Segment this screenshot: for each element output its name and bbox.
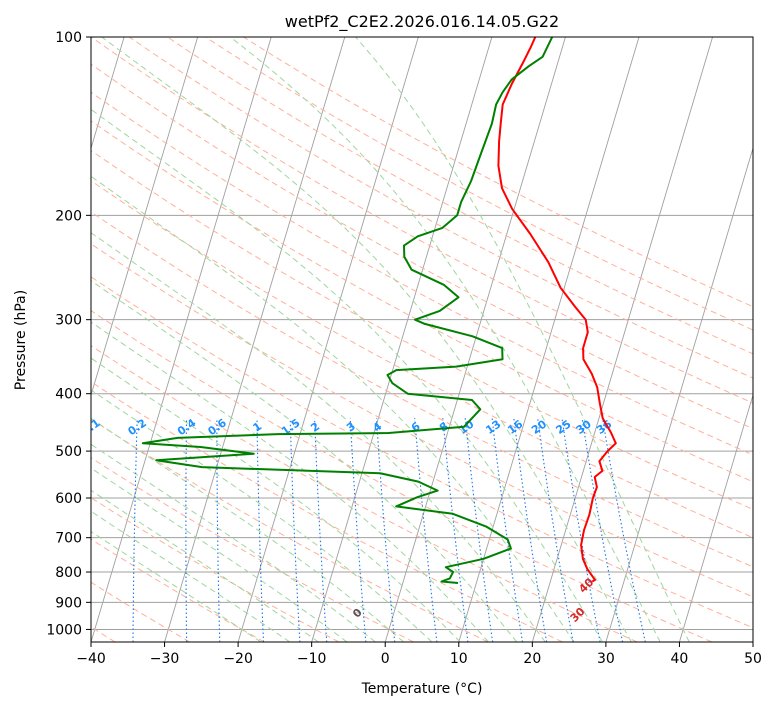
isotherm-line [679, 393, 753, 642]
moist-adiabat-line [91, 232, 546, 642]
moist-adiabat-line [230, 37, 661, 642]
y-axis-label: Pressure (hPa) [13, 290, 29, 390]
dry-adiabat-line [91, 211, 753, 568]
isotherm-line [91, 37, 125, 150]
y-tick-label: 200 [55, 208, 82, 224]
mixing-ratio-line [464, 418, 494, 642]
mixing-ratio-line [349, 418, 367, 642]
dry-adiabat-line [91, 63, 753, 430]
dry-adiabat-line [91, 457, 414, 642]
isotherm-line [531, 37, 713, 642]
x-tick-label: 0 [381, 651, 390, 667]
dewpoint-line [141, 37, 554, 584]
dry-adiabat-line [91, 381, 563, 642]
y-tick-label: 1000 [46, 622, 82, 638]
x-tick-label: −30 [150, 651, 180, 667]
dry-adiabat-lines [91, 37, 753, 642]
y-tick-label: 100 [55, 30, 82, 46]
mixing-ratio-line [537, 418, 574, 642]
moist-adiabat-line [91, 321, 489, 642]
mixing-ratio-lines [91, 418, 646, 642]
isotherm-line [237, 37, 419, 642]
x-tick-label: 10 [450, 651, 468, 667]
plot-frame [90, 36, 754, 643]
isotherm-line [458, 37, 640, 642]
dry-adiabat-line [91, 276, 753, 629]
moist-adiabat-line [91, 417, 404, 642]
dry-adiabat-line [91, 497, 340, 642]
isotherm-line [311, 37, 493, 642]
x-tick-label: 50 [744, 651, 762, 667]
mixing-ratio-line [256, 418, 265, 642]
y-axis-ticks: 100 200 300 400 500 600 700 800 900 1000 [46, 30, 91, 638]
x-tick-label: −10 [297, 651, 327, 667]
x-tick-label: 40 [671, 651, 689, 667]
moist-adiabat-line [91, 489, 319, 642]
mixing-ratio-line [289, 418, 301, 642]
moist-adiabat-line [91, 175, 575, 642]
isotherm-line [91, 37, 272, 642]
sounding-series [141, 37, 617, 584]
moist-adiabat-line [91, 280, 518, 642]
y-tick-label: 800 [55, 565, 82, 581]
x-axis-ticks: −40 −30 −20 −10 0 10 20 30 40 50 [76, 642, 762, 667]
dry-adiabat-line [91, 120, 753, 483]
moist-adiabat-line [91, 389, 433, 642]
dry-adiabat-line [91, 345, 638, 642]
mixing-ratio-line [314, 418, 328, 642]
mixing-ratio-line [185, 418, 188, 642]
mixing-ratio-line [414, 418, 438, 642]
moist-adiabat-line [355, 37, 690, 642]
mixing-ratio-line [561, 418, 601, 642]
isotherm-line [605, 146, 753, 642]
isotherm-line [384, 37, 566, 642]
mixing-ratio-line [442, 418, 469, 642]
chart-title: wetPf2_C2E2.2026.016.14.05.G22 [285, 12, 559, 32]
y-tick-label: 600 [55, 491, 82, 507]
isotherm-line [164, 37, 346, 642]
dry-adiabat-line [91, 91, 753, 456]
y-tick-label: 500 [55, 444, 82, 460]
mixing-ratio-line [581, 418, 624, 642]
temperature-line [497, 37, 617, 583]
dry-adiabat-line [91, 243, 753, 598]
mixing-ratio-line [132, 418, 138, 642]
isotherm-lines [91, 37, 753, 642]
dry-adiabat-line [91, 310, 713, 642]
y-tick-label: 400 [55, 387, 82, 403]
moist-adiabat-line [91, 510, 291, 642]
mixing-ratio-line [216, 418, 221, 642]
moist-adiabat-line [91, 108, 604, 642]
y-tick-label: 300 [55, 313, 82, 329]
x-tick-label: 30 [597, 651, 615, 667]
x-tick-label: −20 [223, 651, 253, 667]
mixing-ratio-label: 0.1 [79, 416, 102, 438]
mixing-ratio-line [491, 418, 524, 642]
isotherm-line [91, 37, 199, 397]
x-tick-label: 20 [523, 651, 541, 667]
x-tick-label: −40 [76, 651, 106, 667]
mixing-ratio-line [375, 418, 396, 642]
y-tick-label: 700 [55, 531, 82, 547]
y-tick-label: 900 [55, 595, 82, 611]
moist-adiabat-line [101, 37, 632, 642]
moist-adiabat-lines [91, 37, 690, 642]
moist-adiabat-line [91, 467, 348, 642]
x-axis-label: Temperature (°C) [361, 681, 483, 697]
mixing-ratio-line [513, 418, 548, 642]
